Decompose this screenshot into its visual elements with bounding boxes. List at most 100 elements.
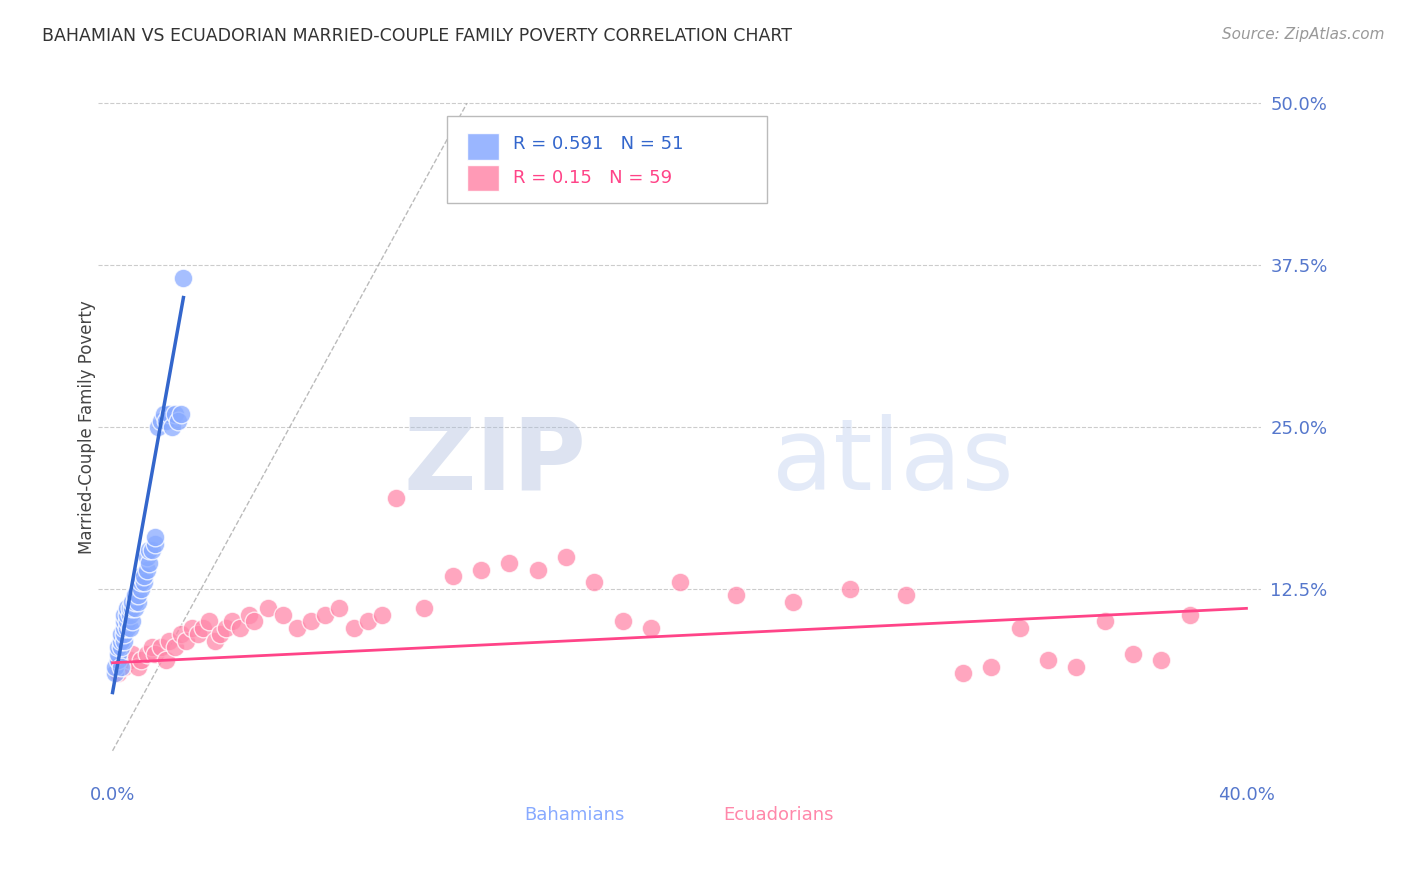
Point — [782, 595, 804, 609]
Point — [172, 271, 194, 285]
Point — [121, 615, 143, 629]
Point — [470, 562, 492, 576]
Text: R = 0.15   N = 59: R = 0.15 N = 59 — [513, 169, 672, 187]
Point — [112, 621, 135, 635]
Point — [138, 556, 160, 570]
Point — [526, 562, 548, 576]
Point — [118, 621, 141, 635]
Point — [104, 666, 127, 681]
Point — [107, 653, 129, 667]
Y-axis label: Married-Couple Family Poverty: Married-Couple Family Poverty — [79, 301, 96, 554]
Point — [112, 607, 135, 622]
Point — [668, 575, 690, 590]
Point — [124, 601, 146, 615]
Point — [169, 627, 191, 641]
Text: Source: ZipAtlas.com: Source: ZipAtlas.com — [1222, 27, 1385, 42]
Point — [115, 607, 138, 622]
Point — [110, 627, 132, 641]
Point — [115, 615, 138, 629]
FancyBboxPatch shape — [467, 134, 499, 160]
Point — [1094, 615, 1116, 629]
Text: atlas: atlas — [772, 414, 1014, 510]
Point — [555, 549, 578, 564]
Point — [149, 640, 172, 655]
Point — [163, 640, 186, 655]
Point — [141, 640, 163, 655]
Point — [838, 582, 860, 596]
Point — [112, 627, 135, 641]
Point — [1008, 621, 1031, 635]
Point — [980, 659, 1002, 673]
Point — [441, 569, 464, 583]
Point — [107, 666, 129, 681]
Point — [229, 621, 252, 635]
Point — [385, 491, 408, 506]
Point — [135, 647, 157, 661]
Point — [155, 653, 177, 667]
Point — [129, 569, 152, 583]
Point — [952, 666, 974, 681]
Text: R = 0.591   N = 51: R = 0.591 N = 51 — [513, 135, 683, 153]
Point — [129, 653, 152, 667]
Point — [169, 407, 191, 421]
Point — [127, 595, 149, 609]
Point — [115, 621, 138, 635]
Point — [257, 601, 280, 615]
Point — [143, 536, 166, 550]
Point — [121, 595, 143, 609]
Point — [174, 633, 197, 648]
Point — [1122, 647, 1144, 661]
Point — [215, 621, 238, 635]
Text: BAHAMIAN VS ECUADORIAN MARRIED-COUPLE FAMILY POVERTY CORRELATION CHART: BAHAMIAN VS ECUADORIAN MARRIED-COUPLE FA… — [42, 27, 792, 45]
Point — [342, 621, 364, 635]
Point — [896, 589, 918, 603]
Point — [112, 633, 135, 648]
Point — [132, 575, 155, 590]
Point — [193, 621, 215, 635]
Point — [141, 543, 163, 558]
Point — [157, 407, 180, 421]
Point — [1066, 659, 1088, 673]
Point — [583, 575, 606, 590]
Point — [118, 607, 141, 622]
Point — [1036, 653, 1059, 667]
Text: Bahamians: Bahamians — [524, 806, 626, 824]
Point — [357, 615, 380, 629]
Point — [121, 647, 143, 661]
Point — [110, 633, 132, 648]
Point — [271, 607, 294, 622]
Point — [124, 595, 146, 609]
Point — [243, 615, 266, 629]
Point — [124, 589, 146, 603]
Point — [129, 582, 152, 596]
Point — [110, 640, 132, 655]
Point — [160, 420, 183, 434]
Point — [149, 414, 172, 428]
Point — [135, 549, 157, 564]
Point — [121, 601, 143, 615]
Point — [115, 601, 138, 615]
Point — [152, 407, 174, 421]
Point — [328, 601, 350, 615]
Point — [498, 556, 520, 570]
Point — [221, 615, 243, 629]
Point — [146, 420, 169, 434]
Point — [612, 615, 634, 629]
Point — [204, 633, 226, 648]
Point — [314, 607, 336, 622]
Text: Ecuadorians: Ecuadorians — [723, 806, 834, 824]
Point — [135, 562, 157, 576]
Point — [143, 530, 166, 544]
Point — [725, 589, 748, 603]
Point — [107, 647, 129, 661]
Point — [371, 607, 394, 622]
Point — [132, 569, 155, 583]
Point — [299, 615, 322, 629]
Point — [129, 575, 152, 590]
Point — [181, 621, 204, 635]
Point — [640, 621, 662, 635]
Point — [138, 543, 160, 558]
Point — [118, 653, 141, 667]
Point — [413, 601, 436, 615]
Point — [238, 607, 260, 622]
